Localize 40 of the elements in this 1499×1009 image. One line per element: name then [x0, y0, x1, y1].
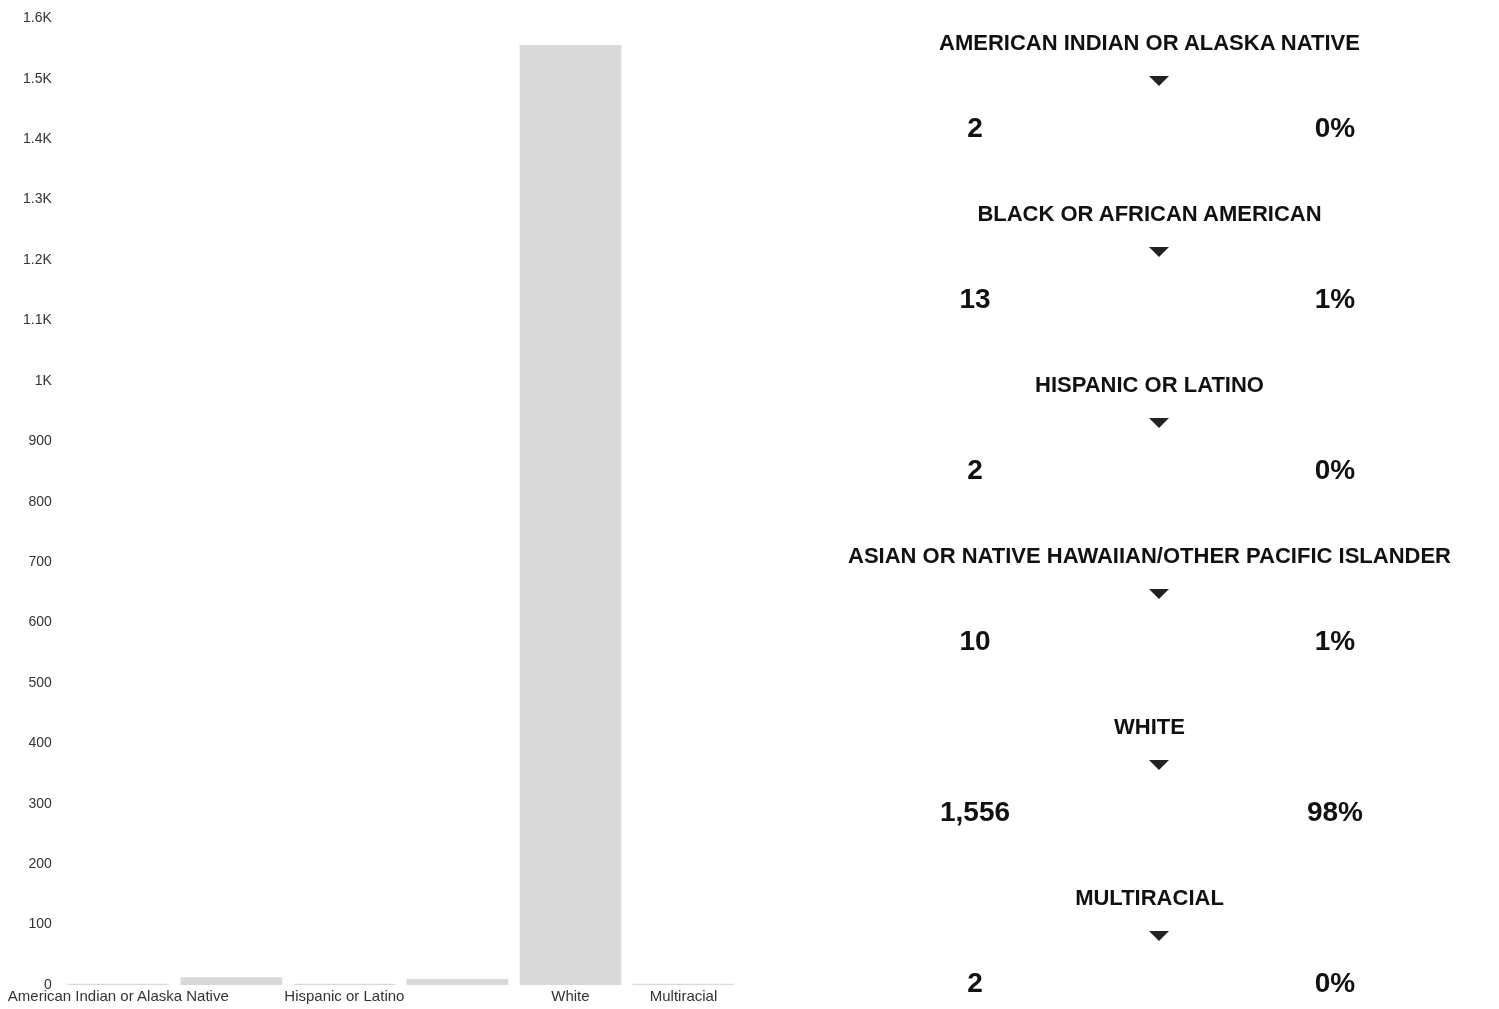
- y-tick-label: 300: [28, 794, 52, 811]
- y-tick-label: 100: [28, 915, 52, 932]
- y-tick-label: 1.2K: [22, 250, 53, 267]
- text: HISPANIC OR LATINO: [1034, 372, 1265, 398]
- y-tick-label: 200: [28, 855, 52, 872]
- text: 2: [966, 112, 984, 144]
- y-tick-label: 1.1K: [22, 311, 53, 328]
- y-tick-label: 600: [28, 613, 52, 630]
- text: 0%: [1313, 454, 1357, 486]
- bar: [180, 977, 283, 985]
- x-tick-label: Multiracial: [649, 987, 718, 1005]
- x-tick-label: Hispanic or Latino: [284, 987, 405, 1005]
- y-tick-label: 1.3K: [22, 190, 53, 207]
- text: AMERICAN INDIAN OR ALASKA NATIVE: [938, 30, 1361, 56]
- y-tick-label: 1.6K: [22, 9, 53, 26]
- bar: [519, 44, 622, 985]
- text: 1%: [1313, 625, 1357, 657]
- text: MULTIRACIAL: [1074, 885, 1225, 911]
- bar: [406, 978, 509, 985]
- text: ASIAN OR NATIVE HAWAIIAN/OTHER PACIFIC ISLANDER: [847, 543, 1452, 569]
- y-tick-label: 900: [28, 432, 52, 449]
- y-tick-label: 1.4K: [22, 130, 53, 147]
- y-tick-label: 700: [28, 552, 52, 569]
- text: WHITE: [1113, 714, 1186, 740]
- y-tick-label: 800: [28, 492, 52, 509]
- text: 2: [966, 967, 984, 999]
- x-tick-label: White: [551, 987, 590, 1005]
- y-tick-label: 500: [28, 673, 52, 690]
- y-tick-label: 400: [28, 734, 52, 751]
- text: 1%: [1313, 283, 1357, 315]
- text: BLACK OR AFRICAN AMERICAN: [976, 201, 1323, 227]
- text: 10: [958, 625, 992, 657]
- text: 0%: [1313, 967, 1357, 999]
- text: 0%: [1313, 112, 1357, 144]
- y-tick-label: 1K: [34, 371, 53, 388]
- text: 1,556: [938, 796, 1012, 828]
- text: 13: [958, 283, 992, 315]
- text: 98%: [1305, 796, 1364, 828]
- y-tick-label: 1.5K: [22, 69, 53, 86]
- text: 2: [966, 454, 984, 486]
